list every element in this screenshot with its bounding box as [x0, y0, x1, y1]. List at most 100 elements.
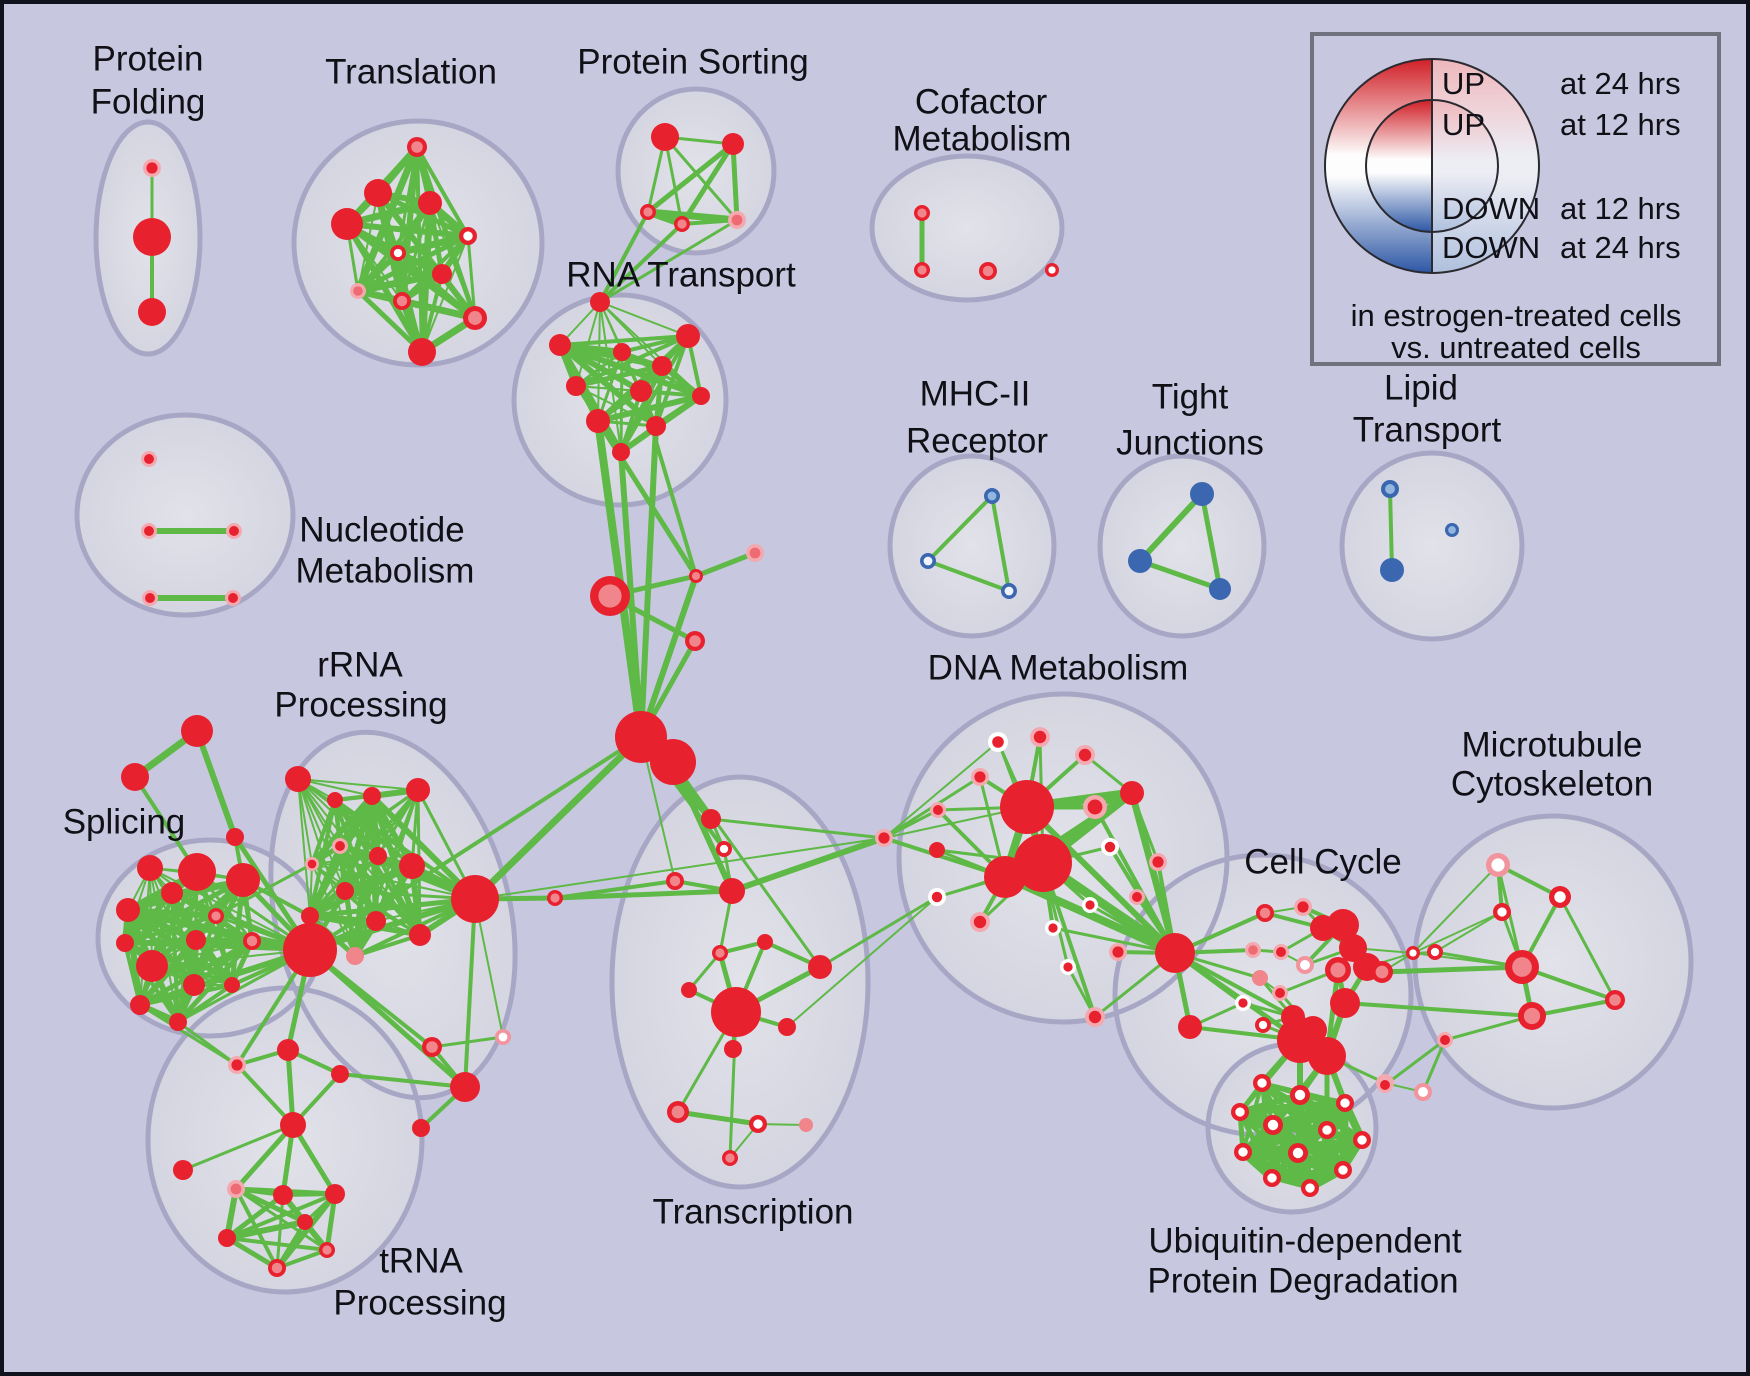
cluster-tight-junctions-outline	[1097, 453, 1267, 639]
node-sl5	[226, 863, 260, 897]
node-sp0a	[181, 715, 213, 747]
network-edge	[415, 145, 470, 238]
network-edge	[598, 222, 684, 304]
node-tr7	[432, 264, 452, 284]
network-edge	[1434, 911, 1503, 953]
node-sl8	[186, 930, 206, 950]
node-mh2-core	[923, 556, 933, 566]
cluster-microtubule-cytoskeleton-outline	[1412, 813, 1694, 1111]
node-tr4	[418, 191, 442, 215]
network-edge	[311, 855, 379, 865]
network-edge	[883, 741, 999, 839]
legend-time-2: at 12 hrs	[1560, 191, 1681, 226]
node-mt4-core	[1512, 957, 1532, 977]
node-th2	[273, 1185, 293, 1205]
cluster-lipid-transport-region	[1342, 453, 1522, 639]
node-ps1	[651, 123, 679, 151]
node-cc20-core	[1409, 949, 1417, 957]
network-edge	[123, 914, 218, 945]
network-edge	[990, 494, 1011, 593]
node-mt9-core	[1380, 1080, 1390, 1090]
network-edge	[1421, 1038, 1447, 1094]
node-cf2-core	[917, 265, 927, 275]
label-trna-processing-line-1: Processing	[333, 1283, 506, 1322]
node-sp0b	[121, 763, 149, 791]
node-tj1	[1190, 482, 1214, 506]
node-mt7-core	[1523, 1007, 1541, 1025]
network-edge	[638, 573, 699, 740]
node-rt3	[549, 334, 571, 356]
node-ub4-core	[1235, 1107, 1245, 1117]
legend-word-0: UP	[1442, 66, 1485, 101]
node-tr3	[331, 208, 363, 240]
network-edge	[644, 208, 741, 224]
network-edge	[1530, 998, 1617, 1018]
network-edge	[471, 733, 645, 903]
node-tx7-core	[715, 948, 725, 958]
node-mt2-core	[1554, 891, 1566, 903]
network-edge	[224, 1219, 308, 1241]
network-edge	[663, 135, 739, 222]
node-cf1-core	[917, 208, 927, 218]
node-rr12	[346, 947, 364, 965]
network-edge	[224, 1192, 286, 1241]
node-sl9-core	[211, 911, 221, 921]
node-dn9	[1014, 834, 1072, 892]
node-dn20-core	[1112, 946, 1124, 958]
node-lp2	[1380, 558, 1404, 582]
node-sl6	[136, 950, 168, 982]
node-rt9	[586, 409, 610, 433]
node-cc18-core	[1375, 965, 1389, 979]
node-rr11	[366, 911, 386, 931]
network-edge	[214, 862, 314, 918]
node-dn14-core	[931, 891, 943, 903]
node-ub1-core	[1257, 1078, 1267, 1088]
label-mhc-ii-receptor-line-0: MHC-II	[920, 374, 1031, 413]
network-edge	[275, 1193, 285, 1270]
network-edge	[786, 896, 938, 1028]
label-translation-line-0: Translation	[325, 52, 497, 91]
network-edge	[290, 1122, 338, 1197]
node-th1-core	[230, 1183, 242, 1195]
network-edge	[137, 938, 255, 1008]
node-dn13-core	[1104, 841, 1116, 853]
network-edge	[343, 889, 422, 937]
network-edge	[1137, 491, 1205, 564]
network-edge	[1051, 926, 1177, 955]
network-edge	[1199, 491, 1223, 592]
network-edge	[297, 778, 313, 865]
node-cc5-core	[1300, 960, 1310, 970]
node-ps2	[722, 133, 744, 155]
legend-time-0: at 24 hrs	[1560, 66, 1681, 101]
node-lp1-core	[1385, 484, 1395, 494]
network-edge	[818, 895, 939, 969]
node-rt2	[676, 324, 700, 348]
network-edge	[596, 350, 624, 423]
network-edge	[176, 914, 218, 1024]
label-protein-folding-line-0: Protein	[93, 39, 204, 78]
label-rrna-processing-line-1: Processing	[274, 685, 447, 724]
node-tn4	[280, 1112, 306, 1138]
node-rt6	[566, 376, 586, 396]
network-edge	[729, 835, 887, 894]
node-ub11-core	[1267, 1173, 1277, 1183]
node-sl11	[183, 974, 205, 996]
network-edge	[1172, 950, 1303, 1043]
node-pf2	[133, 218, 171, 256]
network-edge	[675, 1109, 761, 1127]
node-dn11-core	[1087, 799, 1103, 815]
node-tr5-core	[463, 231, 473, 241]
node-th7	[297, 1214, 313, 1230]
node-tn1-core	[231, 1059, 243, 1071]
node-cc2-core	[1297, 901, 1309, 913]
network-edge	[1379, 964, 1525, 975]
label-nucleotide-metabolism-line-1: Metabolism	[296, 551, 475, 590]
node-dn12	[1120, 781, 1144, 805]
node-rt1	[590, 292, 610, 312]
node-sl2	[161, 882, 183, 904]
network-edge	[309, 793, 375, 867]
node-pf3	[138, 298, 166, 326]
label-rna-transport-line-0: RNA Transport	[566, 255, 796, 294]
node-tk1-core	[691, 571, 701, 581]
